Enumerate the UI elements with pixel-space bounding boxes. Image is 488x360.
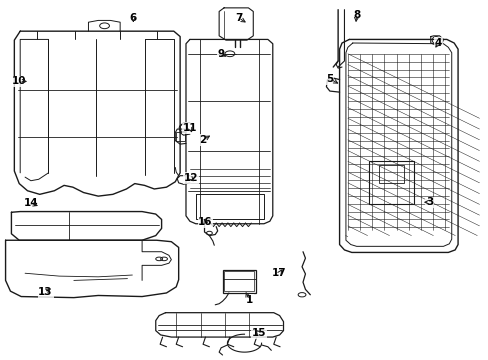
Text: 13: 13 xyxy=(38,287,53,297)
Text: 11: 11 xyxy=(182,123,197,133)
Text: 10: 10 xyxy=(12,76,26,86)
Text: 5: 5 xyxy=(325,74,333,84)
Text: 16: 16 xyxy=(198,217,212,227)
Text: 1: 1 xyxy=(245,295,252,305)
Text: 14: 14 xyxy=(23,198,38,208)
Text: 17: 17 xyxy=(272,268,286,278)
Text: 4: 4 xyxy=(434,38,441,48)
Text: 9: 9 xyxy=(217,49,224,59)
Text: 7: 7 xyxy=(234,13,242,23)
Bar xyxy=(224,271,254,291)
Text: 2: 2 xyxy=(199,135,206,145)
Bar xyxy=(378,165,403,183)
Text: 12: 12 xyxy=(183,173,198,183)
Text: 3: 3 xyxy=(426,197,432,207)
Bar xyxy=(368,161,413,204)
Text: 15: 15 xyxy=(251,328,266,338)
Bar xyxy=(222,270,255,293)
Text: 8: 8 xyxy=(352,10,360,20)
Bar xyxy=(176,132,184,140)
Text: 6: 6 xyxy=(129,13,137,23)
